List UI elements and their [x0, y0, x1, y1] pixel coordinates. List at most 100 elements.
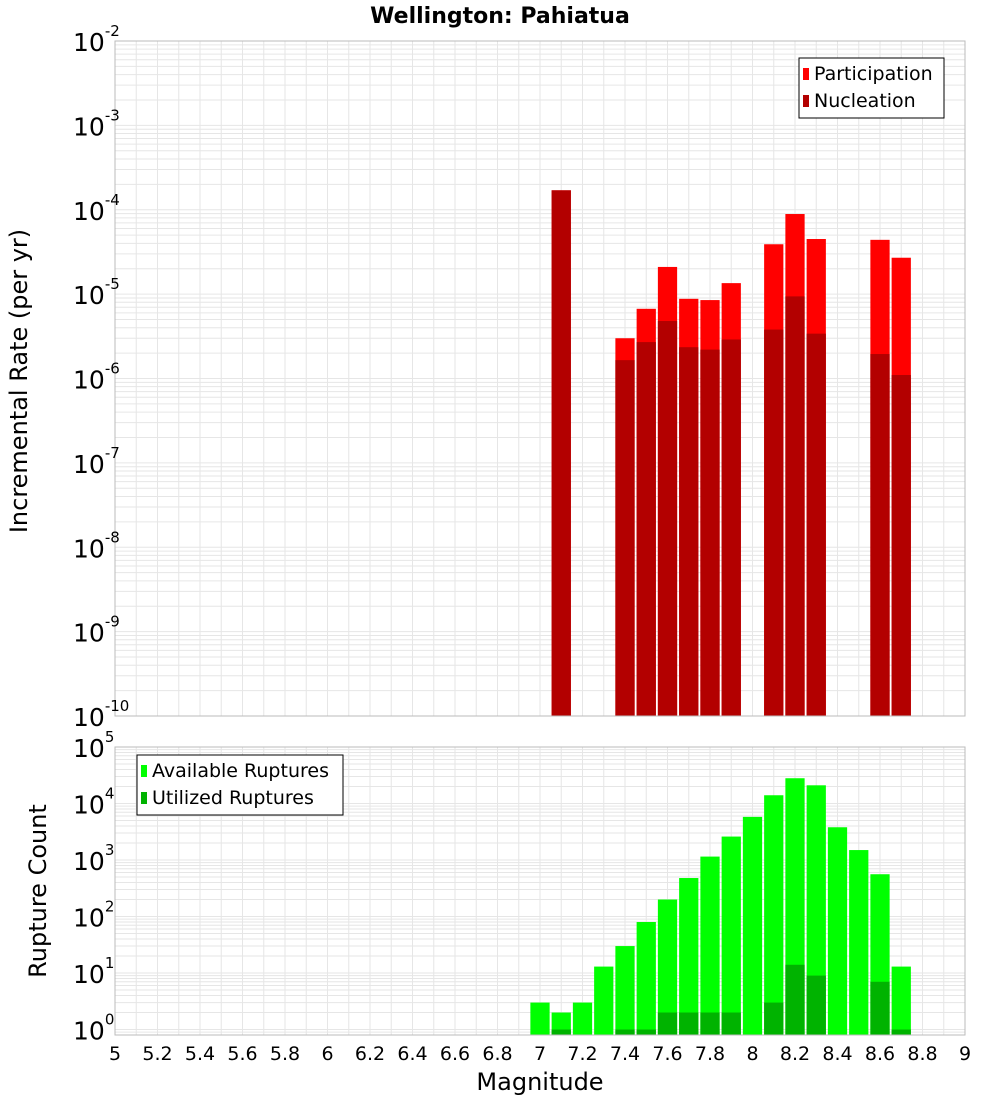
- nucleation-bar: [615, 360, 635, 716]
- utilized-ruptures-bar: [636, 1029, 656, 1035]
- top-y-tick-label: 10-8: [73, 528, 120, 563]
- x-tick-label: 8.8: [907, 1043, 937, 1065]
- top-bars: [551, 190, 911, 717]
- utilized-ruptures-bar: [764, 1002, 784, 1035]
- available-ruptures-bar: [572, 1002, 593, 1035]
- x-tick-label: 5.2: [142, 1043, 172, 1065]
- top-y-tick-label: 10-4: [73, 191, 120, 226]
- bottom-legend-box: [136, 754, 344, 816]
- x-tick-label: 7.6: [652, 1043, 682, 1065]
- x-tick-label: 6.8: [482, 1043, 512, 1065]
- nucleation-legend-label: Nucleation: [814, 90, 916, 112]
- x-tick-label: 7: [534, 1043, 546, 1065]
- x-tick-label: 6.4: [397, 1043, 427, 1065]
- top-y-tick-label: 10-6: [73, 360, 120, 395]
- available-ruptures-bar: [530, 1002, 550, 1035]
- utilized-ruptures-bar: [891, 1029, 911, 1035]
- bottom-y-axis-title: Rupture Count: [24, 804, 52, 978]
- available-ruptures-bar: [721, 836, 741, 1035]
- utilized-ruptures-bar: [551, 1029, 571, 1035]
- top-y-axis-title: Incremental Rate (per yr): [5, 229, 33, 533]
- x-tick-label: 7.8: [695, 1043, 725, 1065]
- top-y-tick-label: 10-5: [73, 275, 120, 310]
- nucleation-bar: [785, 296, 805, 716]
- nucleation-bar: [551, 190, 571, 716]
- bottom-legend: Available Ruptures Utilized Ruptures: [136, 754, 344, 816]
- available-ruptures-bar: [764, 795, 784, 1035]
- x-tick-label: 6: [321, 1043, 333, 1065]
- top-y-tick-labels: 10-10 10-9 10-8 10-7 10-6 10-5 10-4 10-3 10-2: [73, 22, 129, 732]
- utilized-ruptures-bar: [657, 1012, 678, 1035]
- x-tick-label: 7.4: [610, 1043, 640, 1065]
- top-legend: Participation Nucleation: [798, 57, 945, 119]
- utilized-ruptures-bar: [615, 1029, 635, 1035]
- bottom-y-tick-label: 103: [73, 841, 114, 876]
- top-y-tick-label: 10-2: [73, 22, 120, 57]
- bottom-y-tick-label: 104: [73, 785, 114, 820]
- available-ruptures-bar: [615, 946, 635, 1035]
- x-tick-label: 8.6: [865, 1043, 895, 1065]
- bottom-bars: [530, 778, 911, 1035]
- bottom-plot-area: 100 101 102 103 104 105 Available Ruptures Util…: [73, 728, 966, 1046]
- bottom-y-tick-label: 100: [73, 1011, 114, 1046]
- top-y-tick-label: 10-9: [73, 613, 120, 648]
- utilized-ruptures-legend-label: Utilized Ruptures: [152, 787, 314, 809]
- nucleation-bar: [700, 349, 720, 716]
- bottom-plot-frame: [114, 746, 966, 1036]
- x-tick-label: 9: [959, 1043, 971, 1065]
- available-ruptures-bar: [827, 827, 848, 1035]
- top-grid: [114, 40, 966, 717]
- available-ruptures-bar: [551, 1012, 571, 1035]
- x-tick-labels: 5 5.2 5.4 5.6 5.8 6 6.2 6.4 6.6 6.8 7 7.2 7.4 7.6 7.8 8…: [109, 1043, 971, 1065]
- x-tick-label: 8.4: [822, 1043, 852, 1065]
- available-ruptures-bar: [636, 921, 656, 1035]
- utilized-ruptures-bar: [721, 1012, 741, 1035]
- x-tick-label: 5: [109, 1043, 121, 1065]
- bottom-y-tick-label: 102: [73, 898, 114, 933]
- participation-legend-swatch: [803, 68, 809, 80]
- top-y-tick-label: 10-10: [73, 697, 129, 732]
- x-tick-label: 6.2: [355, 1043, 385, 1065]
- bottom-y-tick-label: 101: [73, 954, 114, 989]
- x-tick-label: 7.2: [567, 1043, 597, 1065]
- top-plot-frame: [114, 40, 966, 717]
- x-tick-label: 8: [746, 1043, 758, 1065]
- participation-legend-label: Participation: [814, 63, 933, 85]
- bottom-y-tick-label: 105: [73, 728, 114, 763]
- chart-title: Wellington: Pahiatua: [370, 4, 630, 29]
- available-ruptures-legend-label: Available Ruptures: [152, 760, 329, 782]
- x-tick-label: 8.2: [780, 1043, 810, 1065]
- x-tick-label: 6.6: [440, 1043, 470, 1065]
- nucleation-bar: [721, 339, 741, 716]
- available-ruptures-bar: [679, 878, 699, 1035]
- utilized-ruptures-legend-swatch: [141, 792, 147, 804]
- x-tick-label: 5.8: [270, 1043, 300, 1065]
- available-ruptures-legend-swatch: [141, 765, 147, 777]
- utilized-ruptures-bar: [806, 975, 826, 1035]
- nucleation-bar: [806, 333, 826, 716]
- utilized-ruptures-bar: [679, 1012, 699, 1035]
- nucleation-bar: [891, 375, 911, 716]
- available-ruptures-bar: [594, 966, 614, 1035]
- x-tick-label: 5.6: [227, 1043, 257, 1065]
- top-legend-box: [798, 57, 945, 119]
- nucleation-bar: [679, 347, 699, 716]
- nucleation-bar: [764, 329, 784, 716]
- available-ruptures-bar: [891, 966, 911, 1035]
- nucleation-bar: [870, 354, 890, 716]
- available-ruptures-bar: [700, 856, 720, 1035]
- utilized-ruptures-bar: [700, 1012, 720, 1035]
- available-ruptures-bar: [742, 816, 763, 1035]
- utilized-ruptures-bar: [785, 964, 805, 1035]
- x-tick-label: 5.4: [185, 1043, 215, 1065]
- nucleation-bar: [636, 342, 656, 716]
- top-y-tick-label: 10-3: [73, 106, 120, 141]
- nucleation-legend-swatch: [803, 95, 809, 107]
- available-ruptures-bar: [657, 899, 678, 1035]
- top-plot-area: 10-10 10-9 10-8 10-7 10-6 10-5 10-4 10-3 10-2 Par…: [73, 22, 966, 732]
- x-axis-title: Magnitude: [476, 1068, 603, 1096]
- available-ruptures-bar: [849, 850, 869, 1035]
- top-y-tick-label: 10-7: [73, 444, 120, 479]
